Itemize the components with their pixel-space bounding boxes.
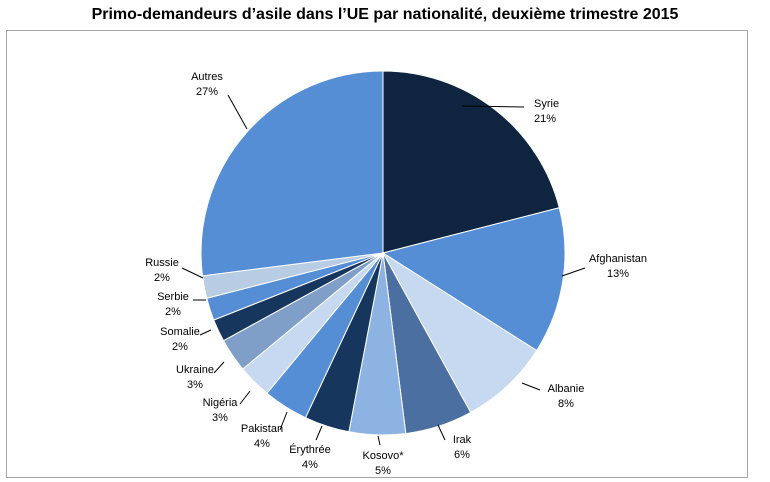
slice-value-label: 3% [212, 412, 228, 424]
chart-frame [6, 30, 748, 478]
leader-line [377, 435, 381, 446]
slice-label: Érythrée [289, 443, 331, 456]
leader-line [437, 424, 446, 441]
slice-value-label: 8% [558, 398, 574, 410]
slice-label: Albanie [548, 383, 585, 395]
slice-label: Pakistan [241, 423, 283, 435]
leader-line [315, 425, 323, 441]
slice-label: Syrie [534, 98, 559, 110]
slice-label: Irak [453, 434, 472, 446]
slice-value-label: 2% [172, 341, 188, 353]
slice-value-label: 21% [534, 113, 556, 125]
slice-value-label: 5% [375, 465, 391, 477]
leader-line [461, 105, 525, 108]
slice-value-label: 13% [607, 268, 629, 280]
slice-label: Russie [145, 257, 179, 269]
slice-label: Afghanistan [589, 253, 647, 265]
chart-title: Primo-demandeurs d’asile dans l’UE par n… [91, 6, 679, 23]
slice-value-label: 2% [154, 272, 170, 284]
slice-value-label: 4% [302, 459, 318, 471]
slice-label: Autres [191, 71, 223, 83]
slice-label: Serbie [157, 291, 189, 303]
pie-slice-afghanistan [381, 207, 566, 352]
slice-label: Ukraine [176, 364, 214, 376]
slice-label: Somalie [160, 326, 200, 338]
leader-line [239, 390, 251, 405]
slice-value-label: 2% [165, 306, 181, 318]
leader-line [561, 267, 586, 277]
slice-value-label: 6% [454, 449, 470, 461]
slice-label: Kosovo* [363, 450, 405, 462]
slice-value-label: 27% [196, 86, 218, 98]
leader-line [521, 382, 541, 391]
leader-line [199, 329, 212, 336]
slice-value-label: 4% [254, 438, 270, 450]
pie-slice-albanie [382, 252, 538, 414]
pie-slice-syrie [382, 70, 560, 254]
slice-value-label: 3% [187, 379, 203, 391]
slice-label: Nigéria [203, 397, 239, 409]
pie-slice-autres [200, 70, 384, 277]
leader-line [227, 94, 248, 130]
leader-line [279, 411, 288, 431]
leader-line [181, 267, 204, 279]
leader-line [213, 361, 225, 374]
